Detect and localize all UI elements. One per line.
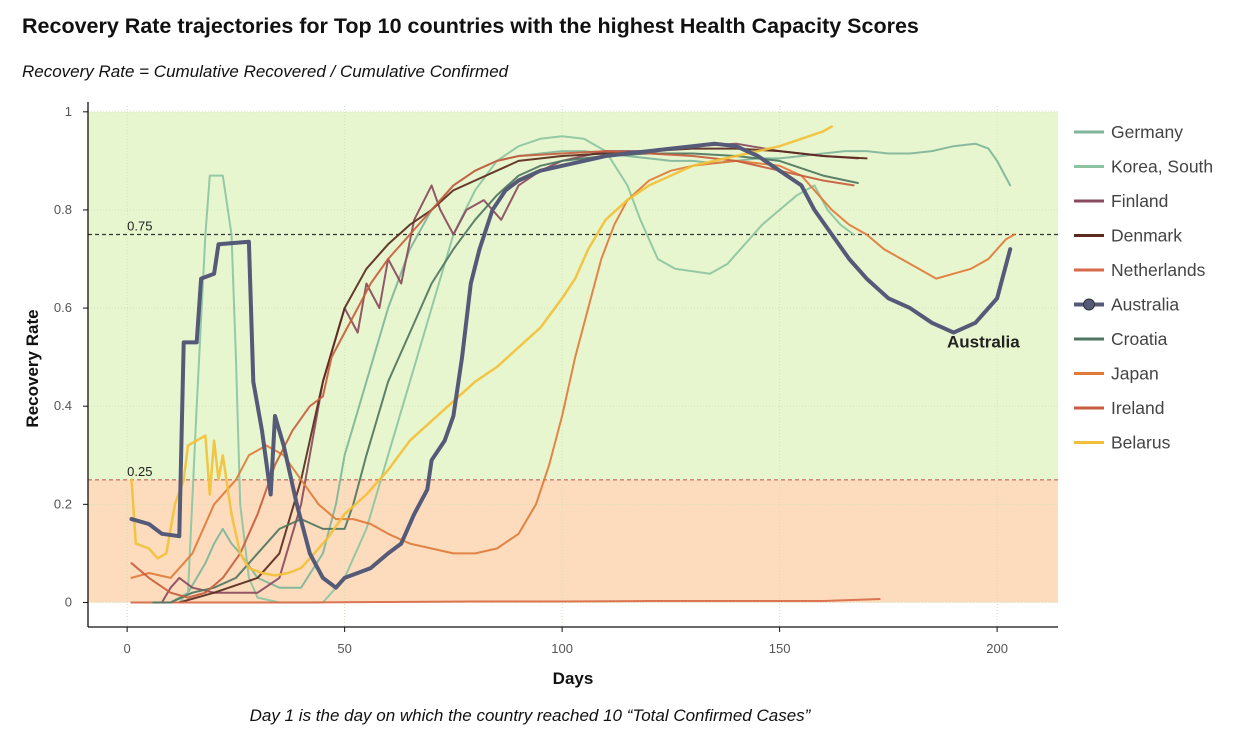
series-line-denmark [178, 147, 868, 604]
reference-line-label-0: 0.75 [127, 218, 152, 233]
reference-lines: 0.75 0.25 [88, 218, 1058, 481]
chart-caption: Day 1 is the day on which the country re… [249, 706, 811, 725]
legend-label-finland: Finland [1111, 191, 1168, 211]
x-tick-label-150: 150 [769, 641, 791, 656]
x-tick-label-0: 0 [124, 641, 131, 656]
legend-label-netherlands: Netherlands [1111, 260, 1206, 280]
legend-label-belarus: Belarus [1111, 433, 1171, 453]
legend-marker-australia [1083, 298, 1095, 311]
legend-label-japan: Japan [1111, 364, 1159, 384]
y-tick-label-3: 0.6 [54, 300, 72, 315]
y-axis-label: Recovery Rate [23, 309, 42, 427]
y-tick-label-0: 0 [65, 594, 72, 609]
x-axis-label: Days [553, 669, 594, 688]
series-line-netherlands [130, 598, 881, 604]
annotation-australia: Australia [947, 332, 1020, 351]
legend-label-denmark: Denmark [1111, 226, 1182, 246]
legend-label-germany: Germany [1111, 122, 1183, 142]
x-tick-label-200: 200 [986, 641, 1008, 656]
legend: Germany Korea, South Finland Denmark Netherl… [1074, 122, 1213, 453]
y-tick-label-5: 1 [65, 104, 72, 119]
legend-label-croatia: Croatia [1111, 329, 1168, 349]
chart-title: Recovery Rate trajectories for Top 10 co… [22, 14, 919, 38]
x-tick-label-50: 50 [337, 641, 351, 656]
y-tick-label-1: 0.2 [54, 496, 72, 511]
legend-label-australia: Australia [1111, 295, 1179, 315]
y-tick-label-4: 0.8 [54, 202, 72, 217]
axes: 0 50 100 150 200 0 0.2 0.4 0.6 0.8 1 [54, 102, 1058, 656]
y-tick-label-2: 0.4 [54, 398, 72, 413]
series-line-germany [130, 142, 1012, 604]
legend-label-korea-south: Korea, South [1111, 157, 1213, 177]
legend-label-ireland: Ireland [1111, 398, 1165, 418]
series-lines [129, 125, 1016, 604]
series-line-australia [129, 141, 1013, 590]
series-line-belarus [130, 125, 834, 577]
band-0 [88, 479, 1058, 603]
chart-subtitle: Recovery Rate = Cumulative Recovered / C… [22, 62, 509, 81]
x-tick-label-100: 100 [551, 641, 573, 656]
series-line-ireland [130, 150, 855, 599]
reference-line-label-1: 0.25 [127, 464, 152, 479]
